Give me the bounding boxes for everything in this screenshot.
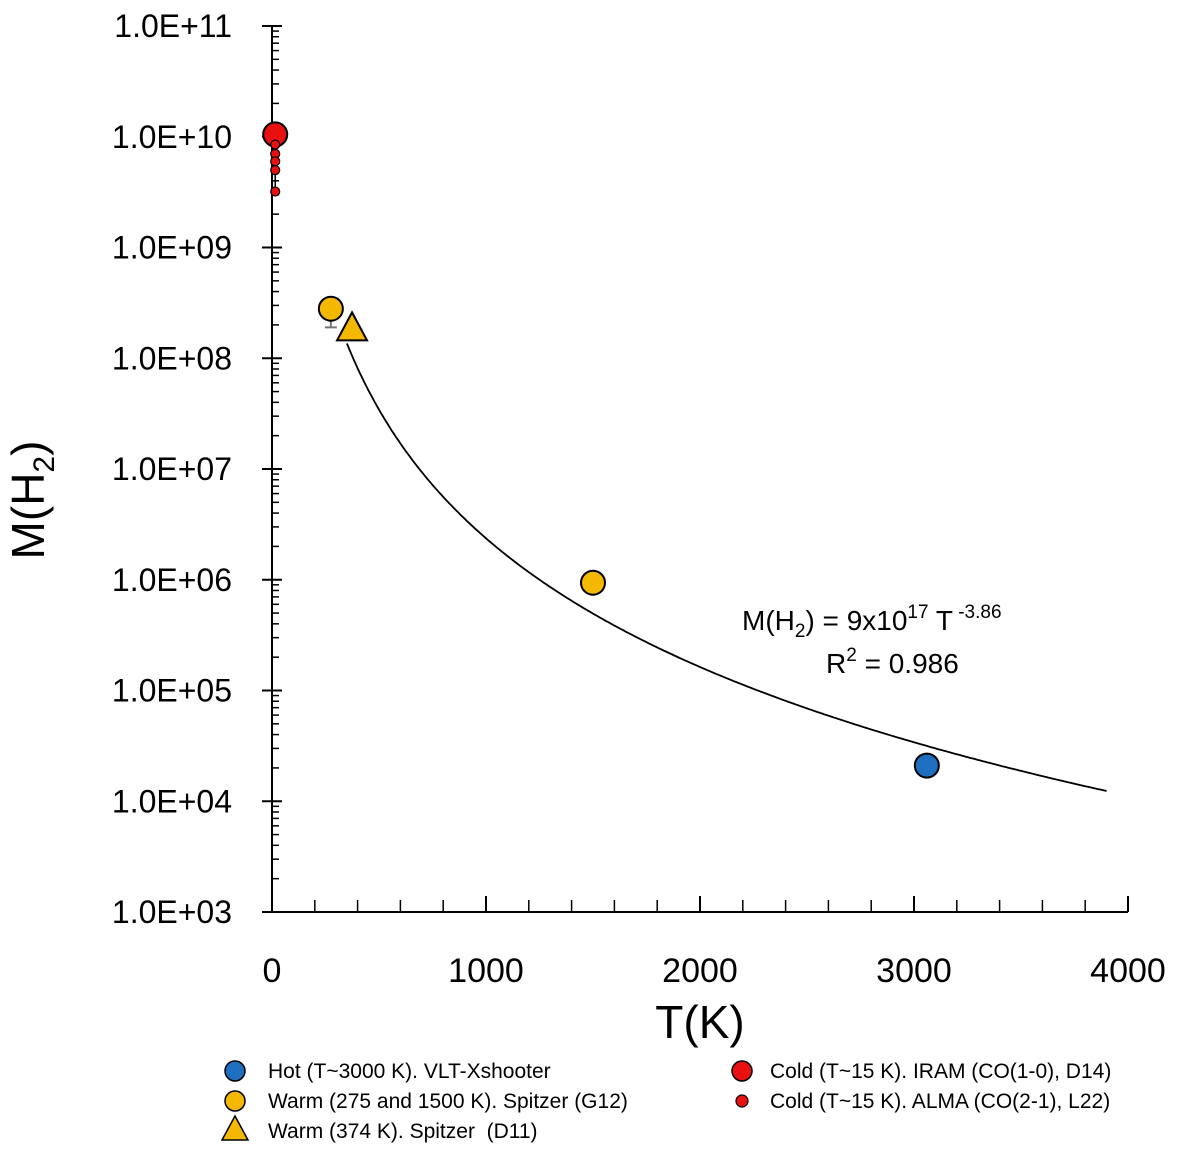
fit-eq-subscript: 2: [795, 621, 806, 642]
y-tick-label: 1.0E+06: [112, 562, 232, 598]
fit-eq-T-exponent: -3.86: [953, 602, 1002, 623]
legend: Hot (T~3000 K). VLT-Xshooter Warm (275 a…: [220, 1060, 1111, 1143]
legend-label-warm-d11: Warm (374 K). Spitzer (D11): [268, 1120, 538, 1143]
legend-item-hot: Hot (T~3000 K). VLT-Xshooter: [224, 1060, 551, 1083]
r2-value: = 0.986: [857, 648, 959, 679]
x-tick-label: 3000: [876, 952, 952, 990]
fit-r-squared: R2 = 0.986: [826, 645, 959, 679]
fit-curve-layer: [346, 343, 1107, 792]
fit-equation: M(H2) = 9x1017 T -3.86: [742, 602, 1002, 642]
y-axis-title-close: ): [2, 441, 54, 456]
y-tick-label: 1.0E+03: [112, 894, 232, 930]
x-tick-label: 4000: [1090, 952, 1166, 990]
legend-item-cold-alma: Cold (T~15 K). ALMA (CO(2-1), L22): [735, 1090, 1110, 1113]
fit-eq-T: T: [929, 605, 953, 636]
legend-marker-warm-g12: [224, 1090, 246, 1112]
data-point: [270, 186, 281, 197]
y-tick-label: 1.0E+07: [112, 451, 232, 487]
y-axis-title: M(H2): [2, 441, 61, 560]
r2-exponent: 2: [846, 645, 857, 666]
fit-curve: [346, 343, 1107, 792]
y-axis-title-main: M(H: [2, 473, 54, 560]
data-point-triangle: [335, 310, 369, 342]
legend-item-warm-g12: Warm (275 and 1500 K). Spitzer (G12): [224, 1090, 628, 1113]
legend-item-warm-d11: Warm (374 K). Spitzer (D11): [220, 1114, 538, 1143]
x-tick-label: 2000: [662, 952, 738, 990]
fit-eq-exponent: 17: [907, 602, 928, 623]
x-axis-title: T(K): [655, 996, 744, 1048]
y-tick-label: 1.0E+10: [112, 119, 232, 155]
legend-label-warm-g12: Warm (275 and 1500 K). Spitzer (G12): [268, 1090, 628, 1113]
y-tick-label: 1.0E+05: [112, 673, 232, 709]
data-point: [270, 164, 281, 176]
data-point: [580, 569, 606, 596]
fit-eq-prefix: M(H: [742, 605, 795, 636]
legend-marker-hot: [224, 1060, 246, 1082]
y-tick-label: 1.0E+08: [112, 340, 232, 376]
legend-label-hot: Hot (T~3000 K). VLT-Xshooter: [268, 1060, 551, 1083]
x-tick-label: 0: [263, 952, 282, 990]
legend-marker-cold-alma: [735, 1094, 749, 1108]
legend-label-cold-alma: Cold (T~15 K). ALMA (CO(2-1), L22): [770, 1090, 1110, 1113]
y-tick-label: 1.0E+09: [112, 230, 232, 266]
y-axis-title-subscript: 2: [28, 456, 61, 473]
data-point: [913, 752, 940, 779]
data-point: [270, 156, 281, 167]
data-point: [270, 139, 281, 150]
data-point: [317, 295, 344, 322]
y-tick-label: 1.0E+11: [114, 8, 232, 44]
legend-marker-warm-d11: [220, 1114, 250, 1141]
legend-marker-cold-iram: [731, 1060, 753, 1082]
axes: 1.0E+03 1.0E+04 1.0E+05 1.0E+06 1.0E+07 1.0E+…: [112, 8, 1166, 990]
fit-eq-mid: ) = 9x10: [805, 605, 907, 636]
y-tick-label: 1.0E+04: [112, 783, 232, 819]
legend-item-cold-iram: Cold (T~15 K). IRAM (CO(1-0), D14): [731, 1060, 1111, 1083]
x-tick-label: 1000: [448, 952, 524, 990]
r2-label: R: [826, 648, 846, 679]
data-points-layer: [262, 121, 940, 779]
legend-label-cold-iram: Cold (T~15 K). IRAM (CO(1-0), D14): [770, 1060, 1111, 1083]
